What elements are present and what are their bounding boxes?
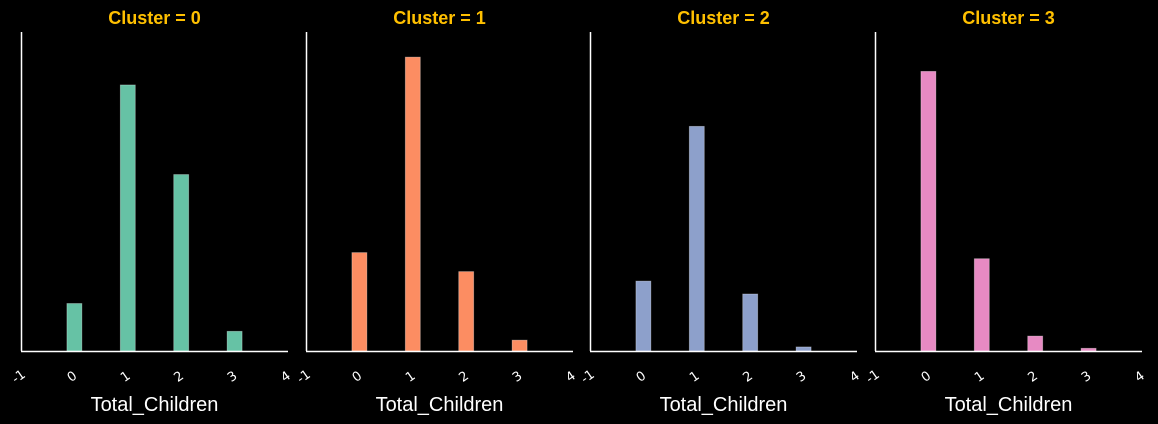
x-axis-label: Total_Children [945, 394, 1073, 416]
x-tick-label: 2 [740, 369, 755, 386]
x-tick-label: -1 [9, 367, 28, 387]
x-tick-label: 4 [847, 369, 862, 386]
x-tick-label: 2 [171, 369, 186, 386]
bar-3 [795, 346, 812, 352]
bar-2 [458, 271, 475, 352]
x-tick-label: 0 [350, 369, 365, 386]
x-tick-label: 2 [1025, 369, 1040, 386]
x-tick-label: -1 [578, 367, 597, 387]
bar-1 [404, 56, 421, 352]
x-tick-label: 4 [1132, 369, 1147, 386]
panel-cluster-0: Cluster = 0 -1 0 1 2 3 4 Total_Children [9, 8, 293, 416]
x-tick-label: 4 [563, 369, 578, 386]
bar-0 [351, 252, 368, 352]
bar-0 [66, 303, 83, 352]
x-tick-label: 1 [118, 369, 133, 386]
x-tick-label: 1 [972, 369, 987, 386]
x-axis-label: Total_Children [660, 394, 788, 416]
x-tick-label: 0 [919, 369, 934, 386]
x-tick-label: 1 [687, 369, 702, 386]
bar-0 [635, 280, 652, 352]
x-axis-label: Total_Children [376, 394, 504, 416]
bar-3 [511, 339, 528, 352]
x-tick-label: 2 [456, 369, 471, 386]
panel-title: Cluster = 1 [393, 8, 486, 28]
panel-title: Cluster = 0 [108, 8, 201, 28]
x-tick-label: 1 [403, 369, 418, 386]
bar-1 [973, 258, 990, 352]
panel-title: Cluster = 2 [677, 8, 770, 28]
x-tick-label: 3 [510, 369, 525, 386]
x-tick-label: 0 [65, 369, 80, 386]
panel-cluster-1: Cluster = 1 -1 0 1 2 3 4 Total_Children [294, 8, 578, 416]
panel-cluster-3: Cluster = 3 -1 0 1 2 3 4 Total_Children [863, 8, 1147, 416]
x-tick-label: 3 [225, 369, 240, 386]
bar-2 [1027, 335, 1044, 352]
bar-1 [119, 84, 136, 352]
x-tick-label: 3 [794, 369, 809, 386]
x-tick-label: -1 [294, 367, 313, 387]
x-tick-label: -1 [863, 367, 882, 387]
x-axis-label: Total_Children [91, 394, 219, 416]
x-tick-label: 4 [278, 369, 293, 386]
bar-0 [920, 70, 937, 352]
panel-title: Cluster = 3 [962, 8, 1055, 28]
bar-2 [173, 174, 190, 352]
bar-1 [688, 125, 705, 352]
x-tick-label: 3 [1079, 369, 1094, 386]
panel-cluster-2: Cluster = 2 -1 0 1 2 3 4 Total_Children [578, 8, 862, 416]
bar-3 [226, 330, 243, 352]
bar-3 [1080, 347, 1097, 352]
bar-2 [742, 293, 759, 352]
x-tick-label: 0 [634, 369, 649, 386]
